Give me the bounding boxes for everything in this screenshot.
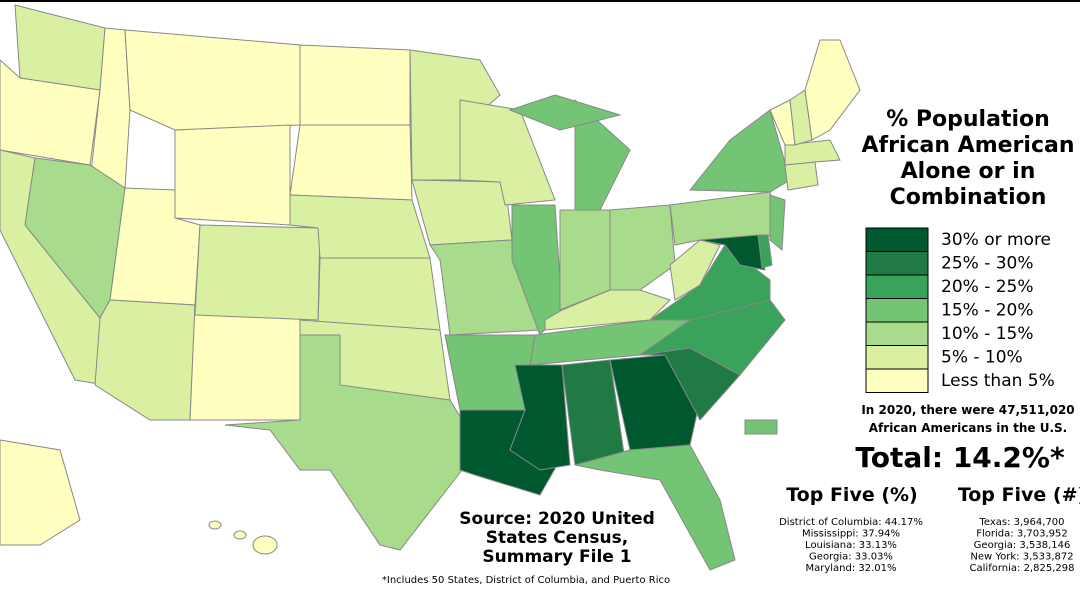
title-line: % Population [886,107,1050,132]
state [508,94,622,131]
state [609,204,676,291]
state [317,257,441,331]
state [411,179,513,246]
source-line: Source: 2020 United [459,509,655,529]
state [189,304,301,421]
legend-swatch [865,321,929,346]
list-item: California: 2,825,298 [970,563,1075,574]
state [429,239,541,336]
state-map [0,4,861,571]
list-item: Georgia: 3,538,146 [974,540,1071,551]
legend: 30% or more 25% - 30% 20% - 25% 15% - 20% 10… [865,227,1055,393]
state [574,444,736,571]
state [224,334,463,551]
state [299,44,411,126]
list-item: Louisiana: 33.13% [805,540,897,551]
legend-label: 15% - 20% [941,301,1034,321]
state [688,109,791,193]
list-item: Mississippi: 37.94% [802,529,900,540]
list-item: District of Columbia: 44.17% [779,517,923,528]
state [194,224,321,321]
state [289,124,413,201]
legend-label: 30% or more [941,230,1051,250]
note: In 2020, there were 47,511,020 African A… [861,403,1074,435]
top-count-title: Top Five (#) [958,484,1080,506]
map-title: % Population African American Alone or i… [861,107,1074,210]
state [757,234,773,269]
state [669,239,721,301]
title-line: Combination [890,185,1047,210]
legend-label: 25% - 30% [941,254,1034,274]
legend-label: 20% - 25% [941,277,1034,297]
legend-label: 5% - 10% [941,348,1023,368]
state [769,194,786,252]
state [0,439,81,546]
source-line: States Census, [486,528,628,548]
territory [744,419,778,435]
footnote: *Includes 50 States, District of Columbi… [382,575,670,586]
list-item: Texas: 3,964,700 [978,517,1064,528]
state [174,124,291,226]
title-line: Alone or in [901,159,1036,184]
state [124,29,301,131]
list-item: New York: 3,533,872 [970,552,1073,563]
top-percent-title: Top Five (%) [786,484,918,506]
state [544,289,671,331]
legend-swatch [865,251,929,276]
legend-swatch [865,227,929,252]
list-item: Georgia: 33.03% [809,552,893,563]
state [699,234,766,271]
top-percent-list: District of Columbia: 44.17%Mississippi:… [779,517,923,574]
state [208,520,222,530]
legend-swatch [865,298,929,323]
state [252,535,278,555]
source: Source: 2020 United States Census, Summa… [459,509,655,567]
legend-swatch [865,274,929,299]
legend-label: Less than 5% [941,371,1055,391]
state [784,161,819,191]
note-line: In 2020, there were 47,511,020 [861,403,1074,417]
legend-label: 10% - 15% [941,324,1034,344]
total: Total: 14.2%* [855,441,1065,474]
legend-swatch [865,345,929,370]
list-item: Florida: 3,703,952 [976,529,1067,540]
note-line: African Americans in the U.S. [869,421,1067,435]
state [0,59,101,166]
state [233,530,247,540]
title-line: African American [861,133,1074,158]
list-item: Maryland: 32.01% [805,563,896,574]
source-line: Summary File 1 [482,547,631,567]
legend-swatch [865,368,929,393]
state [784,139,841,166]
state [804,39,861,141]
